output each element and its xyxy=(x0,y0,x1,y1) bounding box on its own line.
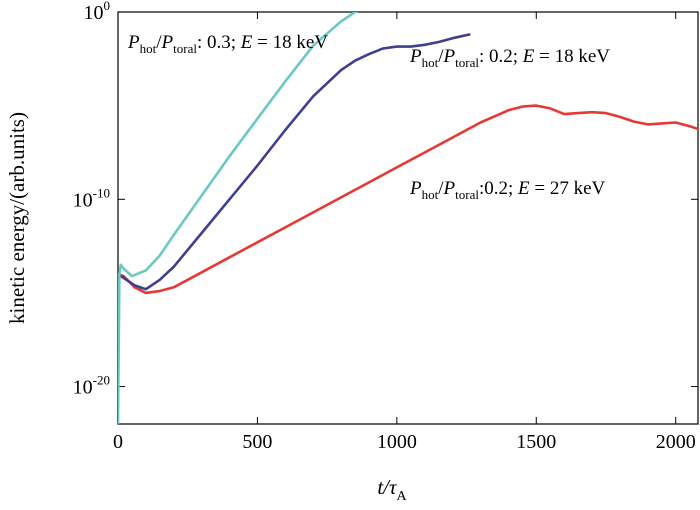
x-axis-label: t/τA xyxy=(377,475,407,504)
x-tick-label: 0 xyxy=(113,431,123,453)
y-axis-label: kinetic energy/(arb.units) xyxy=(5,112,29,324)
y-axis-ticks: 100 10-10 10-20 xyxy=(73,0,698,399)
x-tick-label: 500 xyxy=(242,431,272,453)
x-tick-label: 1500 xyxy=(516,431,556,453)
y-tick-label: 10-10 xyxy=(73,185,110,211)
x-axis-ticks: 0 500 1000 1500 2000 xyxy=(113,12,696,453)
y-tick-label: 100 xyxy=(84,0,111,24)
annotation-navy: Phot/Ptoral: 0.2; E = 18 keV xyxy=(409,46,610,70)
plot-frame xyxy=(117,11,699,425)
annotation-cyan: Phot/Ptoral: 0.3; E = 18 keV xyxy=(127,32,328,56)
y-tick-label: 10-20 xyxy=(73,373,110,399)
x-tick-label: 2000 xyxy=(656,431,696,453)
x-tick-label: 1000 xyxy=(377,431,417,453)
series-line-red xyxy=(118,104,698,295)
annotation-red: Phot/Ptoral:0.2; E = 27 keV xyxy=(409,178,606,202)
series-lines xyxy=(118,12,698,424)
series-line-cyan xyxy=(118,12,359,424)
series-line-navy xyxy=(118,33,471,291)
